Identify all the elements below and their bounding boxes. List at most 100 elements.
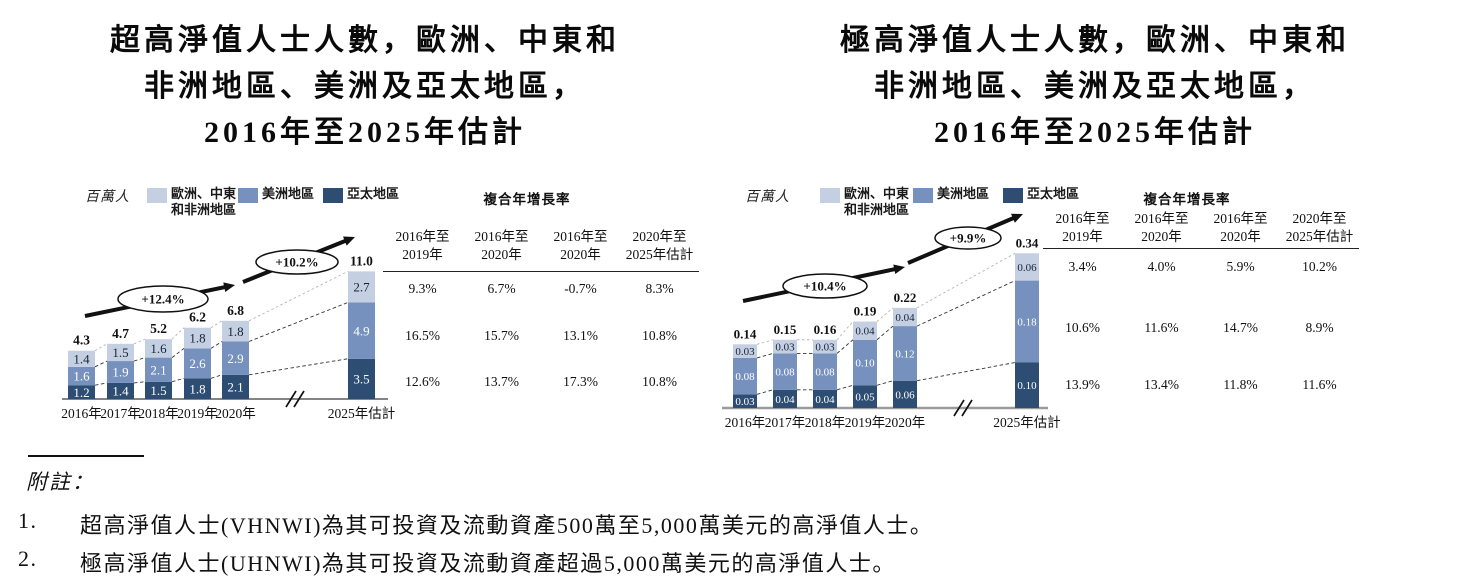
title-line-2: 非洲地區、美洲及亞太地區， xyxy=(144,70,586,103)
connector-line xyxy=(916,362,1016,382)
cagr-column-headers: 2016年至 2019年 2016年至 2020年 2016年至 2020年 2020… xyxy=(383,228,699,264)
vhnwi-chart-title: 超高淨值人士人數，歐洲、中東和 非洲地區、美洲及亞太地區， 2016年至2025… xyxy=(0,18,730,156)
bar-segment xyxy=(184,378,211,399)
bar-segment xyxy=(1015,362,1039,408)
growth-badge-label: +12.4% xyxy=(141,292,184,307)
bar-total-label: 4.7 xyxy=(112,326,129,341)
cagr-column-headers: 2016年至 2019年 2016年至 2020年 2016年至 2020年 2020… xyxy=(1043,210,1359,246)
trend-arrowhead xyxy=(1011,213,1023,223)
title-line-3: 2016年至2025年估計 xyxy=(934,116,1256,149)
bar-segment xyxy=(853,321,877,340)
legend-label-emea: 歐洲、中東 和非洲地區 xyxy=(844,186,910,217)
bar-segment xyxy=(184,348,211,379)
segment-value-label: 0.05 xyxy=(855,392,875,404)
footnote-divider xyxy=(28,455,144,457)
bar-segment xyxy=(107,361,134,383)
legend-swatch-americas xyxy=(238,188,258,203)
bar-segment xyxy=(893,380,917,408)
connector-line xyxy=(210,320,223,329)
title-line-1: 超高淨值人士人數，歐洲、中東和 xyxy=(110,24,620,57)
legend-swatch-emea xyxy=(820,188,840,203)
bar-segment xyxy=(222,320,249,342)
x-axis-label: 2018年 xyxy=(805,415,846,430)
bar-segment xyxy=(893,307,917,327)
segment-value-label: 2.6 xyxy=(189,356,206,371)
connector-line xyxy=(248,301,349,342)
bar-segment xyxy=(813,353,837,390)
segment-value-label: 1.9 xyxy=(112,365,128,380)
cagr-col-header: 2016年至 2020年 xyxy=(1134,211,1189,244)
bar-segment xyxy=(813,339,837,354)
cagr-col-header: 2016年至 2020年 xyxy=(553,229,608,262)
segment-value-label: 0.03 xyxy=(815,342,835,354)
bar-segment xyxy=(853,339,877,386)
legend-swatch-apac xyxy=(1003,188,1023,203)
connector-line xyxy=(133,338,146,345)
x-axis-label: 2019年 xyxy=(845,415,886,430)
footnote-number: 1. xyxy=(18,508,38,533)
legend-label-apac: 亞太地區 xyxy=(1027,186,1080,201)
connector-line xyxy=(756,352,774,359)
connector-line xyxy=(756,339,774,345)
x-axis-label: 2017年 xyxy=(100,406,141,421)
bar-segment xyxy=(733,357,757,395)
unit-label: 百萬人 xyxy=(85,190,130,205)
segment-value-label: 0.08 xyxy=(815,367,835,379)
uhnwi-cagr-table: 複合年增長率 2016年至 2019年 2016年至 2020年 2016年至 202… xyxy=(1043,183,1359,418)
cagr-row-apac: 13.9% 13.4% 11.8% 11.6% xyxy=(1065,377,1337,392)
connector-line xyxy=(171,327,185,340)
x-axis-label: 2020年 xyxy=(885,415,926,430)
cagr-header-rule xyxy=(383,271,699,272)
bar-total-label: 0.19 xyxy=(854,304,877,319)
growth-badge xyxy=(255,249,339,275)
segment-value-label: 0.08 xyxy=(735,371,755,383)
segment-value-label: 0.04 xyxy=(855,326,875,338)
growth-badge xyxy=(782,273,868,299)
segment-value-label: 3.5 xyxy=(353,372,369,387)
bar-segment xyxy=(733,394,757,408)
segment-value-label: 0.08 xyxy=(775,367,795,379)
segment-value-label: 0.04 xyxy=(895,312,915,324)
segment-value-label: 0.10 xyxy=(855,357,875,369)
legend-swatch-emea xyxy=(147,188,167,203)
connector-line xyxy=(94,382,108,386)
x-axis-label: 2016年 xyxy=(61,406,102,421)
cagr-row-emea: 9.3% 6.7% -0.7% 8.3% xyxy=(408,281,674,296)
bar-segment xyxy=(348,302,375,359)
cagr-col-header: 2016年至 2020年 xyxy=(474,229,529,262)
segment-value-label: 1.6 xyxy=(150,341,167,356)
segment-value-label: 0.03 xyxy=(735,396,755,408)
bar-segment xyxy=(68,350,95,367)
bar-segment xyxy=(893,326,917,381)
bar-segment xyxy=(773,353,797,390)
unit-label: 百萬人 xyxy=(745,190,790,205)
cagr-title: 複合年增長率 xyxy=(1143,192,1231,207)
growth-badge xyxy=(934,226,1002,250)
cagr-row-emea: 3.4% 4.0% 5.9% 10.2% xyxy=(1068,259,1337,274)
segment-value-label: 0.04 xyxy=(775,394,795,406)
bar-segment xyxy=(145,339,172,358)
connector-line xyxy=(171,377,185,383)
connector-line xyxy=(94,360,108,368)
segment-value-label: 0.04 xyxy=(815,394,835,406)
bar-segment xyxy=(1015,280,1039,363)
segment-value-label: 1.4 xyxy=(73,351,90,366)
bar-segment xyxy=(107,343,134,362)
trend-arrowhead xyxy=(223,282,235,293)
segment-value-label: 1.8 xyxy=(189,381,205,396)
bar-total-label: 0.22 xyxy=(894,290,917,305)
cagr-col-header: 2016年至 2020年 xyxy=(1213,211,1268,244)
segment-value-label: 0.06 xyxy=(1017,262,1037,274)
connector-line xyxy=(133,357,146,362)
segment-value-label: 2.9 xyxy=(227,351,243,366)
x-axis-label: 2025年估計 xyxy=(993,415,1061,430)
cagr-row-americas: 16.5% 15.7% 13.1% 10.8% xyxy=(405,328,677,343)
uhnwi-chart-panel: 極高淨值人士人數，歐洲、中東和 非洲地區、美洲及亞太地區， 2016年至2025… xyxy=(722,0,1460,460)
bar-segment xyxy=(348,358,375,399)
bar-total-label: 5.2 xyxy=(150,321,167,336)
legend-label-americas: 美洲地區 xyxy=(262,186,315,201)
footnote-2: 2. 極高淨值人士(UHNWI)為其可投資及流動資產超過5,000萬美元的高淨值… xyxy=(18,546,896,578)
legend-swatch-apac xyxy=(323,188,343,203)
x-axis-label: 2020年 xyxy=(215,406,256,421)
